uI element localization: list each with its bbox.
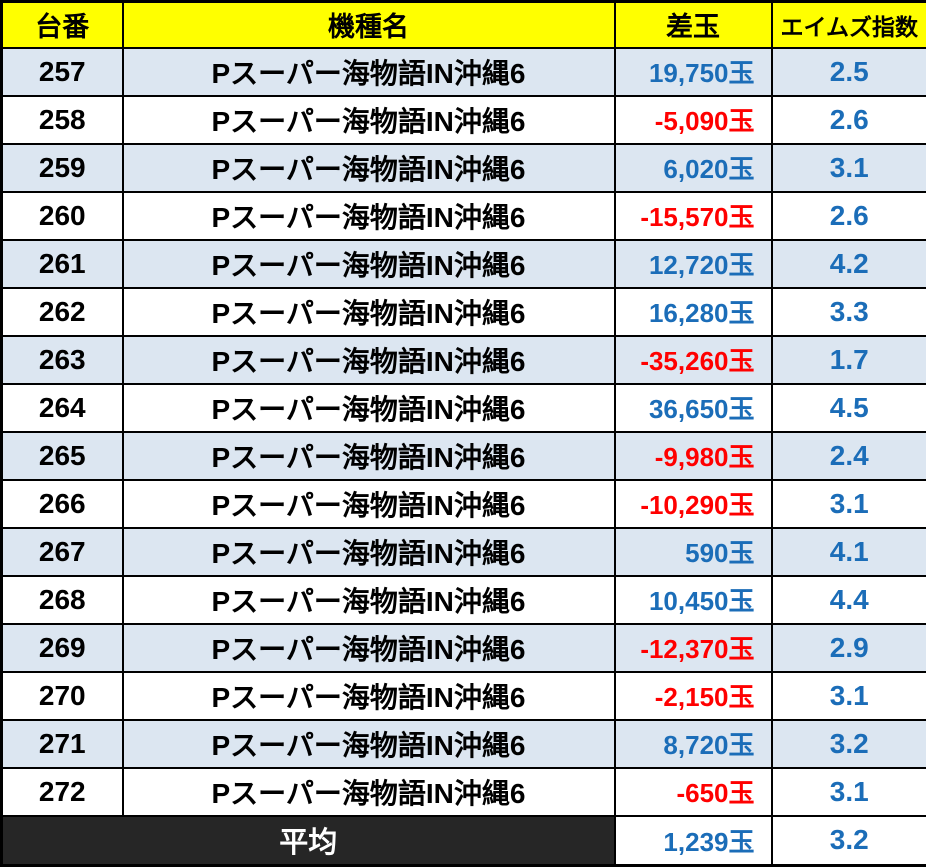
model-name-cell: Pスーパー海物語IN沖縄6: [123, 480, 615, 528]
diff-balls-cell: 10,450玉: [615, 576, 772, 624]
header-row: 台番 機種名 差玉 エイムズ指数: [2, 2, 926, 48]
diff-balls-cell: -35,260玉: [615, 336, 772, 384]
machine-number-cell: 265: [2, 432, 123, 480]
aims-index-cell: 2.6: [772, 96, 926, 144]
aims-index-cell: 3.1: [772, 480, 926, 528]
machine-number-cell: 267: [2, 528, 123, 576]
model-name-cell: Pスーパー海物語IN沖縄6: [123, 672, 615, 720]
machine-number-cell: 257: [2, 48, 123, 96]
model-name-cell: Pスーパー海物語IN沖縄6: [123, 384, 615, 432]
model-name-cell: Pスーパー海物語IN沖縄6: [123, 624, 615, 672]
aims-index-cell: 3.1: [772, 144, 926, 192]
table-header: 台番 機種名 差玉 エイムズ指数: [2, 2, 926, 48]
diff-balls-cell: -5,090玉: [615, 96, 772, 144]
aims-index-cell: 4.2: [772, 240, 926, 288]
header-aims-index: エイムズ指数: [772, 2, 926, 48]
diff-balls-cell: 6,020玉: [615, 144, 772, 192]
aims-index-cell: 4.1: [772, 528, 926, 576]
diff-balls-cell: -10,290玉: [615, 480, 772, 528]
machine-number-cell: 259: [2, 144, 123, 192]
model-name-cell: Pスーパー海物語IN沖縄6: [123, 96, 615, 144]
machine-number-cell: 260: [2, 192, 123, 240]
aims-index-cell: 4.4: [772, 576, 926, 624]
diff-balls-cell: 12,720玉: [615, 240, 772, 288]
machine-number-cell: 263: [2, 336, 123, 384]
machine-number-cell: 271: [2, 720, 123, 768]
average-diff-cell: 1,239玉: [615, 816, 772, 866]
aims-index-cell: 3.1: [772, 672, 926, 720]
aims-index-cell: 2.6: [772, 192, 926, 240]
machine-number-cell: 264: [2, 384, 123, 432]
aims-index-cell: 1.7: [772, 336, 926, 384]
diff-balls-cell: 8,720玉: [615, 720, 772, 768]
model-name-cell: Pスーパー海物語IN沖縄6: [123, 288, 615, 336]
average-label-cell: 平均: [2, 816, 615, 866]
model-name-cell: Pスーパー海物語IN沖縄6: [123, 48, 615, 96]
header-machine-number: 台番: [2, 2, 123, 48]
header-diff-balls: 差玉: [615, 2, 772, 48]
machine-number-cell: 266: [2, 480, 123, 528]
diff-balls-cell: -12,370玉: [615, 624, 772, 672]
model-name-cell: Pスーパー海物語IN沖縄6: [123, 528, 615, 576]
average-index-cell: 3.2: [772, 816, 926, 866]
diff-balls-cell: 36,650玉: [615, 384, 772, 432]
diff-balls-cell: -2,150玉: [615, 672, 772, 720]
aims-index-cell: 2.4: [772, 432, 926, 480]
aims-index-cell: 2.5: [772, 48, 926, 96]
machine-number-cell: 270: [2, 672, 123, 720]
model-name-cell: Pスーパー海物語IN沖縄6: [123, 768, 615, 816]
diff-balls-cell: 590玉: [615, 528, 772, 576]
aims-index-cell: 2.9: [772, 624, 926, 672]
aims-index-cell: 4.5: [772, 384, 926, 432]
average-row: 平均 1,239玉 3.2: [2, 816, 926, 866]
aims-index-cell: 3.3: [772, 288, 926, 336]
model-name-cell: Pスーパー海物語IN沖縄6: [123, 432, 615, 480]
machine-number-cell: 269: [2, 624, 123, 672]
machine-number-cell: 261: [2, 240, 123, 288]
diff-balls-cell: -15,570玉: [615, 192, 772, 240]
aims-index-cell: 3.2: [772, 720, 926, 768]
machine-number-cell: 268: [2, 576, 123, 624]
machine-number-cell: 262: [2, 288, 123, 336]
model-name-cell: Pスーパー海物語IN沖縄6: [123, 192, 615, 240]
header-model-name: 機種名: [123, 2, 615, 48]
model-name-cell: Pスーパー海物語IN沖縄6: [123, 240, 615, 288]
diff-balls-cell: 19,750玉: [615, 48, 772, 96]
model-name-cell: Pスーパー海物語IN沖縄6: [123, 720, 615, 768]
diff-balls-cell: -9,980玉: [615, 432, 772, 480]
diff-balls-cell: 16,280玉: [615, 288, 772, 336]
model-name-cell: Pスーパー海物語IN沖縄6: [123, 336, 615, 384]
model-name-cell: Pスーパー海物語IN沖縄6: [123, 144, 615, 192]
machine-number-cell: 258: [2, 96, 123, 144]
model-name-cell: Pスーパー海物語IN沖縄6: [123, 576, 615, 624]
table-footer: 平均 1,239玉 3.2: [2, 816, 926, 866]
diff-balls-cell: -650玉: [615, 768, 772, 816]
aims-index-cell: 3.1: [772, 768, 926, 816]
machine-number-cell: 272: [2, 768, 123, 816]
